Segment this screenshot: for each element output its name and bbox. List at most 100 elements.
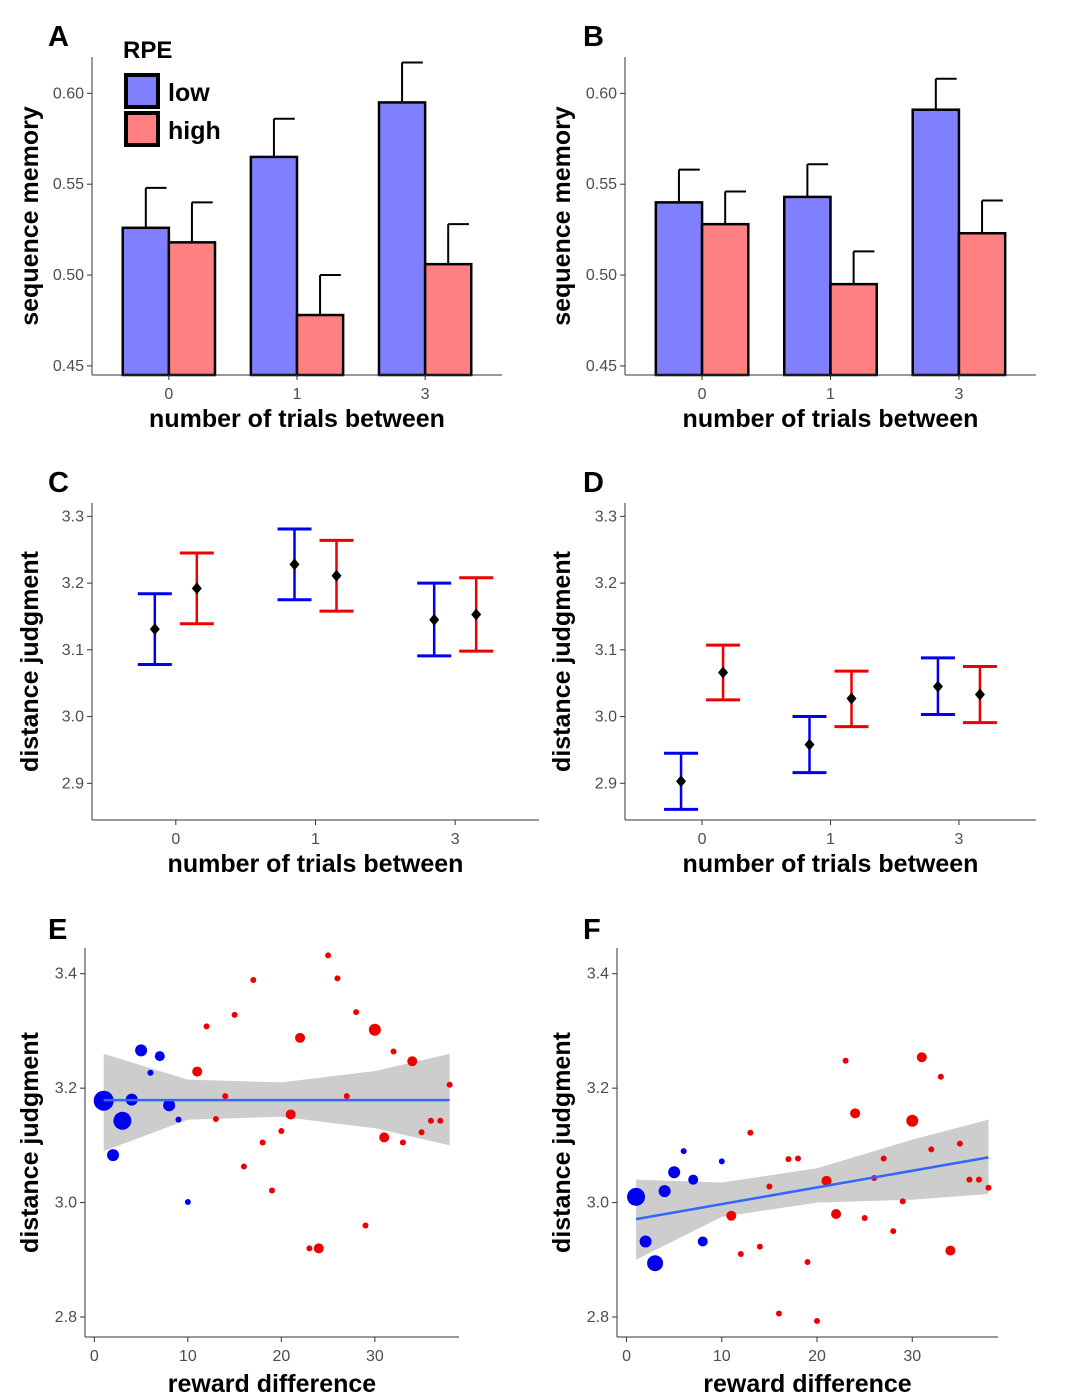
data-point-high [956, 1140, 963, 1147]
x-tick-label: 3 [954, 831, 963, 848]
data-point-high [916, 1052, 927, 1063]
bar-low [249, 155, 299, 377]
mean-point-low [149, 623, 160, 636]
x-tick-label: 1 [293, 386, 302, 403]
data-point-low [697, 1236, 708, 1247]
data-point-high [362, 1222, 369, 1229]
data-point-high [775, 1310, 782, 1317]
bar-low [121, 226, 171, 377]
x-tick-label: 3 [421, 386, 430, 403]
x-axis-title: number of trials between [149, 405, 445, 433]
y-tick-label: 3.4 [55, 966, 77, 983]
data-point-high [240, 1163, 247, 1170]
mean-point-high [974, 688, 985, 701]
data-point-high [794, 1155, 801, 1162]
y-tick-label: 0.45 [53, 358, 84, 375]
mean-point-low [804, 738, 815, 751]
data-point-high [726, 1210, 737, 1221]
x-tick-label: 20 [808, 1348, 826, 1365]
x-tick-label: 30 [903, 1348, 921, 1365]
mean-point-low [289, 558, 300, 571]
x-tick-label: 0 [90, 1348, 99, 1365]
panel-label: E [48, 914, 67, 946]
panel-label: B [583, 21, 604, 53]
data-point-high [285, 1109, 296, 1120]
y-tick-label: 3.0 [62, 709, 84, 726]
mean-point-low [429, 613, 440, 626]
data-point-high [334, 975, 341, 982]
y-tick-label: 3.2 [595, 575, 617, 592]
data-point-high [231, 1011, 238, 1018]
data-point-high [192, 1066, 203, 1077]
regression-line [635, 1156, 989, 1221]
panel-label: A [48, 21, 69, 53]
x-tick-label: 1 [826, 386, 835, 403]
data-point-low [135, 1044, 148, 1057]
x-tick-label: 1 [311, 831, 320, 848]
legend-title: RPE [123, 37, 172, 64]
mean-point-low [676, 775, 687, 788]
y-axis-title: sequence memory [548, 106, 576, 326]
data-point-high [427, 1117, 434, 1124]
confidence-ribbon [636, 1119, 989, 1260]
y-tick-label: 2.9 [62, 775, 84, 792]
x-tick-label: 0 [622, 1348, 631, 1365]
data-point-low [184, 1198, 191, 1205]
panel-label: C [48, 467, 69, 499]
data-point-low [107, 1149, 120, 1162]
x-axis-title: reward difference [168, 1370, 377, 1397]
y-axis-title: distance judgment [16, 550, 44, 772]
legend-label-high: high [168, 117, 221, 145]
data-point-high [756, 1243, 763, 1250]
x-tick-label: 0 [171, 831, 180, 848]
data-point-high [379, 1132, 390, 1143]
y-tick-label: 2.8 [587, 1309, 609, 1326]
bar-high [700, 222, 750, 377]
data-point-high [437, 1117, 444, 1124]
x-tick-label: 10 [713, 1348, 731, 1365]
data-point-high [880, 1155, 887, 1162]
data-point-high [821, 1175, 832, 1186]
y-axis-title: distance judgment [548, 550, 576, 772]
legend: RPE low high [123, 37, 221, 147]
bar-high [295, 313, 345, 377]
data-point-low [668, 1166, 681, 1179]
data-point-low [163, 1099, 176, 1112]
data-point-low [627, 1187, 646, 1206]
confidence-ribbon [103, 1053, 450, 1152]
bar-high [167, 241, 217, 377]
x-tick-label: 0 [698, 831, 707, 848]
bar-low [783, 195, 832, 377]
bar-high [423, 262, 473, 377]
y-tick-label: 3.1 [595, 642, 617, 659]
x-axis-title: number of trials between [683, 405, 979, 433]
data-point-high [890, 1228, 897, 1235]
data-point-high [747, 1129, 754, 1136]
x-tick-label: 20 [272, 1348, 290, 1365]
data-point-high [399, 1139, 406, 1146]
x-axis-title: reward difference [703, 1370, 912, 1397]
data-point-high [985, 1184, 992, 1191]
data-point-high [966, 1176, 973, 1183]
legend-label-low: low [168, 79, 210, 107]
y-tick-label: 3.3 [62, 508, 84, 525]
data-point-high [850, 1108, 861, 1119]
y-tick-label: 3.1 [62, 642, 84, 659]
x-axis-title: number of trials between [168, 850, 464, 878]
data-point-high [785, 1156, 792, 1163]
data-point-high [343, 1093, 350, 1100]
y-tick-label: 3.0 [587, 1195, 609, 1212]
data-point-low [113, 1111, 132, 1130]
x-tick-label: 0 [164, 386, 173, 403]
data-point-low [147, 1069, 154, 1076]
data-point-low [175, 1116, 182, 1123]
y-tick-label: 3.2 [587, 1080, 609, 1097]
data-point-high [269, 1187, 275, 1194]
mean-point-high [191, 582, 202, 595]
bar-high [829, 282, 878, 377]
